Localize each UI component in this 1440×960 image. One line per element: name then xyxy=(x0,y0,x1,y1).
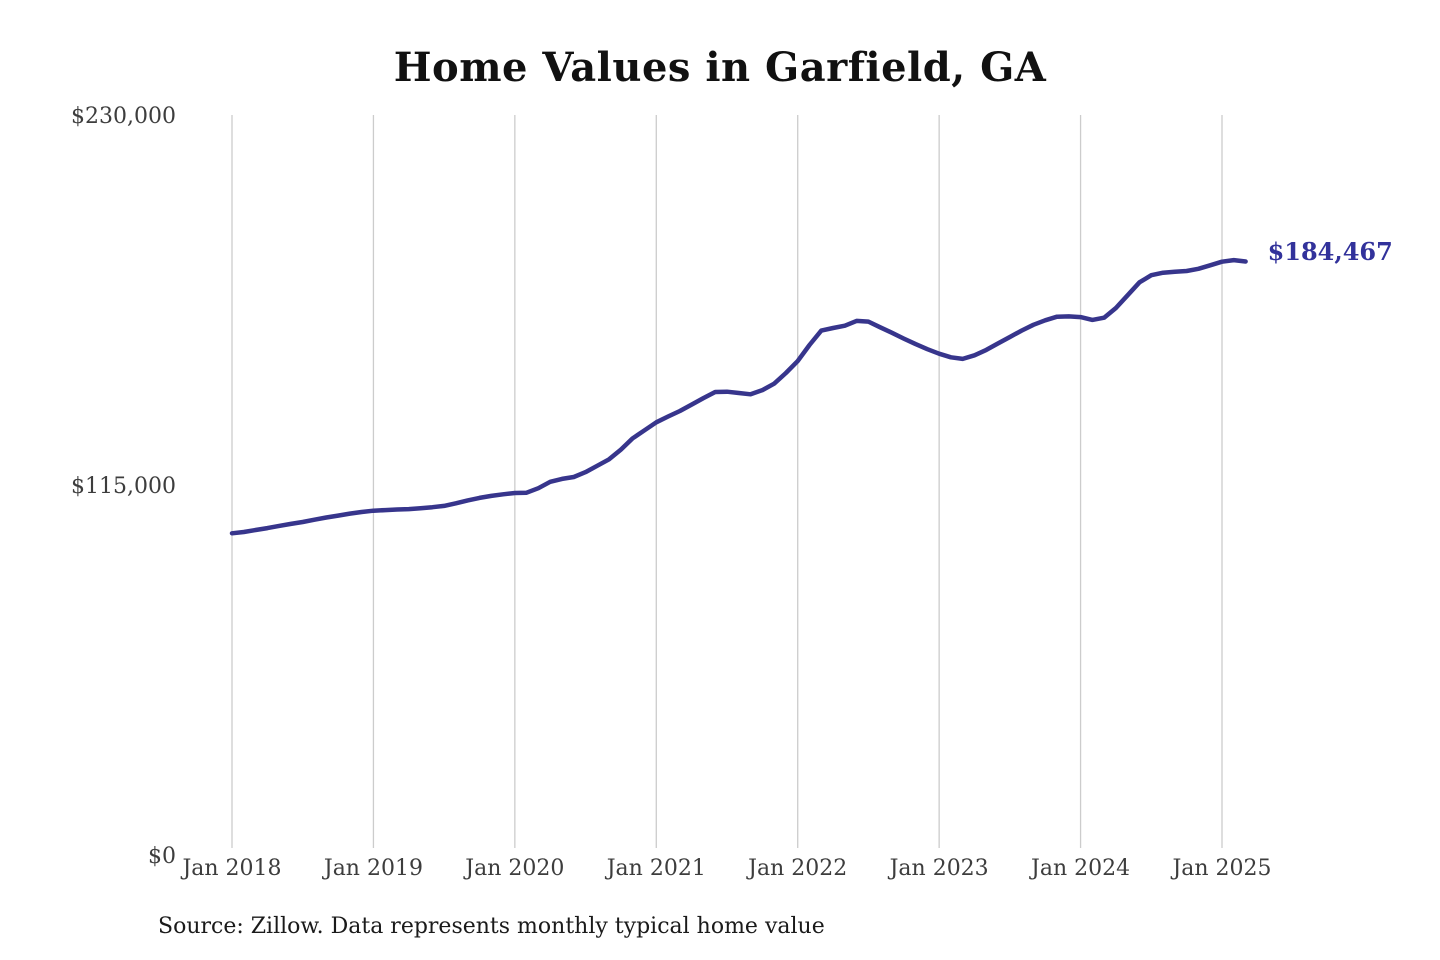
x-tick-label: Jan 2019 xyxy=(323,856,423,881)
x-tick-label: Jan 2024 xyxy=(1031,856,1131,881)
y-axis-tick-115000: $115,000 xyxy=(71,474,176,499)
y-axis-tick-0: $0 xyxy=(148,844,176,869)
source-note: Source: Zillow. Data represents monthly … xyxy=(158,914,825,939)
y-axis-tick-230000: $230,000 xyxy=(71,104,176,129)
x-tick-label: Jan 2018 xyxy=(182,856,282,881)
x-tick-label: Jan 2020 xyxy=(465,856,565,881)
x-tick-label: Jan 2025 xyxy=(1172,856,1272,881)
x-tick-label: Jan 2023 xyxy=(889,856,989,881)
home-value-line xyxy=(229,257,1248,536)
x-tick-label: Jan 2022 xyxy=(748,856,848,881)
chart-title: Home Values in Garfield, GA xyxy=(393,44,1047,91)
end-value-label: $184,467 xyxy=(1267,237,1393,267)
x-tick-label: Jan 2021 xyxy=(606,856,706,881)
